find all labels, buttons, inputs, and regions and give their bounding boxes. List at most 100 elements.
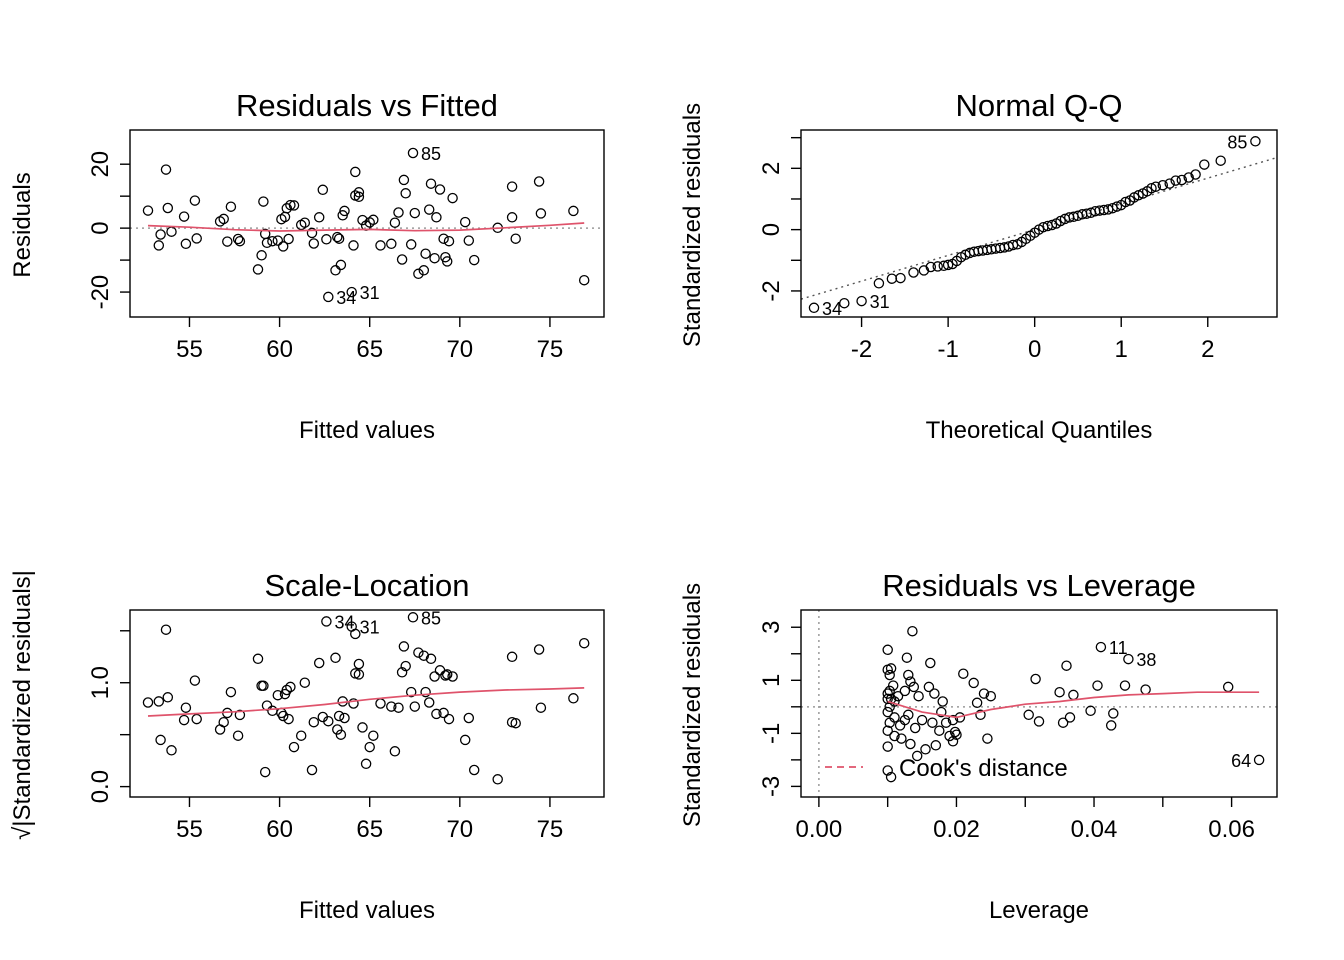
normal-qq-xlabel: Theoretical Quantiles — [926, 417, 1153, 444]
scale-location-point — [368, 730, 379, 741]
residuals-vs-fitted-point — [232, 233, 244, 245]
scale-location-point — [348, 698, 359, 709]
normal-qq-title: Normal Q-Q — [955, 88, 1122, 123]
scale-location-x-tick-label: 60 — [266, 816, 293, 843]
residuals-vs-fitted-point — [261, 237, 273, 249]
residuals-vs-leverage-y-tick-label: 1 — [758, 674, 785, 687]
residuals-vs-fitted-point — [160, 164, 172, 175]
residuals-vs-fitted-point — [393, 207, 404, 218]
residuals-vs-fitted-point — [463, 235, 475, 246]
residuals-vs-leverage-point — [899, 714, 911, 726]
scale-location-point — [443, 713, 455, 725]
residuals-vs-fitted-point — [431, 212, 442, 223]
normal-qq-x-tick-label: 1 — [1115, 336, 1128, 363]
normal-qq-x-tick-label: -1 — [937, 336, 958, 363]
scale-location-xlabel: Fitted values — [299, 897, 435, 924]
residuals-vs-leverage-point-label: 64 — [1231, 751, 1251, 771]
scale-location-point — [463, 712, 475, 724]
normal-qq-point — [1199, 159, 1210, 170]
scale-location-point — [533, 644, 545, 655]
residuals-vs-fitted-point — [459, 216, 471, 228]
scale-location-point — [468, 764, 480, 776]
residuals-vs-leverage-title: Residuals vs Leverage — [882, 568, 1196, 603]
scale-location-point — [178, 714, 190, 726]
residuals-vs-fitted-point — [267, 235, 278, 247]
residuals-vs-fitted-ylabel: Residuals — [9, 172, 36, 277]
normal-qq-frame — [800, 129, 1278, 318]
normal-qq-point — [1157, 179, 1169, 191]
residuals-vs-leverage-point — [909, 722, 921, 734]
residuals-vs-fitted-x-tick-label: 60 — [266, 336, 293, 363]
scale-location-point — [189, 675, 201, 686]
scale-location-point — [308, 716, 320, 728]
scale-location-point — [166, 745, 177, 756]
normal-qq-point-label: 34 — [822, 299, 842, 319]
residuals-vs-fitted-point — [441, 256, 453, 267]
normal-qq-point — [895, 272, 906, 284]
residuals-vs-fitted-point — [510, 233, 521, 244]
residuals-vs-leverage-point — [903, 669, 914, 681]
residuals-vs-leverage-point — [930, 740, 942, 751]
normal-qq-point — [925, 261, 937, 273]
normal-qq-x-tick-label: -2 — [851, 336, 872, 363]
residuals-vs-fitted-point — [425, 178, 437, 189]
residuals-vs-leverage-y-tick-label: 3 — [758, 621, 785, 634]
residuals-vs-leverage-point — [975, 709, 986, 721]
scale-location-point — [330, 652, 341, 664]
scale-location-point — [393, 702, 404, 713]
residuals-vs-leverage-point — [1105, 720, 1117, 731]
residuals-vs-fitted-point — [386, 238, 397, 250]
residuals-vs-fitted-xlabel: Fitted values — [299, 417, 435, 444]
normal-qq-x-tick-label: 2 — [1201, 336, 1214, 363]
residuals-vs-fitted-point — [405, 239, 417, 250]
scale-location-point — [409, 701, 421, 712]
scale-location-point — [252, 653, 264, 665]
normal-qq-point — [1250, 136, 1261, 147]
residuals-vs-leverage-point — [899, 685, 911, 697]
scale-location-point — [360, 758, 372, 770]
residuals-vs-fitted-point — [252, 264, 264, 275]
scale-location-point — [299, 677, 311, 688]
residuals-vs-fitted-point — [447, 192, 458, 204]
residuals-vs-leverage-x-tick-label: 0.02 — [933, 816, 980, 843]
residuals-vs-fitted-x-tick-label: 75 — [537, 336, 564, 363]
residuals-vs-fitted-point — [153, 240, 165, 251]
residuals-vs-fitted-point — [420, 248, 431, 259]
residuals-vs-fitted-point — [407, 147, 419, 159]
residuals-vs-fitted-point — [256, 250, 267, 261]
residuals-vs-leverage-point — [1092, 680, 1103, 691]
residuals-vs-fitted-point-label: 34 — [336, 288, 356, 308]
residuals-vs-leverage-plot-area: 11 38 64 0.00 0.02 0.04 0.06 -3 -1 1 3 Cook's dista… — [758, 609, 1278, 843]
normal-qq-point — [1176, 174, 1188, 186]
residuals-vs-leverage-x-tick-label: 0.06 — [1208, 816, 1255, 843]
normal-qq-ylabel: Standardized residuals — [679, 103, 706, 347]
scale-location-point — [429, 671, 440, 682]
residuals-vs-fitted-y-tick-label: 20 — [87, 151, 114, 178]
scale-location-point — [357, 722, 368, 733]
residuals-vs-fitted-point — [353, 191, 365, 203]
residuals-vs-leverage-point — [1095, 641, 1107, 653]
residuals-vs-leverage-point — [916, 714, 928, 726]
scale-location-point — [418, 650, 430, 661]
residuals-vs-fitted-point — [533, 176, 545, 187]
scale-location-smooth-line — [147, 687, 585, 717]
residuals-vs-leverage-point — [882, 725, 893, 736]
scale-location-point — [389, 746, 401, 757]
normal-qq-point — [942, 259, 954, 271]
residuals-vs-fitted-point — [317, 184, 329, 196]
residuals-vs-leverage-point — [882, 693, 893, 705]
residuals-vs-fitted-title: Residuals vs Fitted — [236, 88, 498, 123]
residuals-vs-leverage-point — [929, 688, 940, 699]
normal-qq-point — [856, 295, 867, 307]
residuals-vs-leverage-point — [882, 741, 893, 752]
residuals-vs-leverage-point — [1119, 680, 1131, 691]
scale-location-point — [335, 729, 347, 740]
normal-qq-y-tick-label: 2 — [758, 162, 785, 175]
scale-location-point — [492, 774, 503, 785]
residuals-vs-fitted-plot-area: 85 34 31 55 60 65 70 75 -20 0 20 — [87, 129, 605, 363]
scale-location-point — [535, 702, 547, 713]
scale-location-point — [396, 667, 408, 678]
residuals-vs-fitted-point — [178, 211, 190, 222]
residuals-vs-fitted-point — [396, 254, 408, 265]
